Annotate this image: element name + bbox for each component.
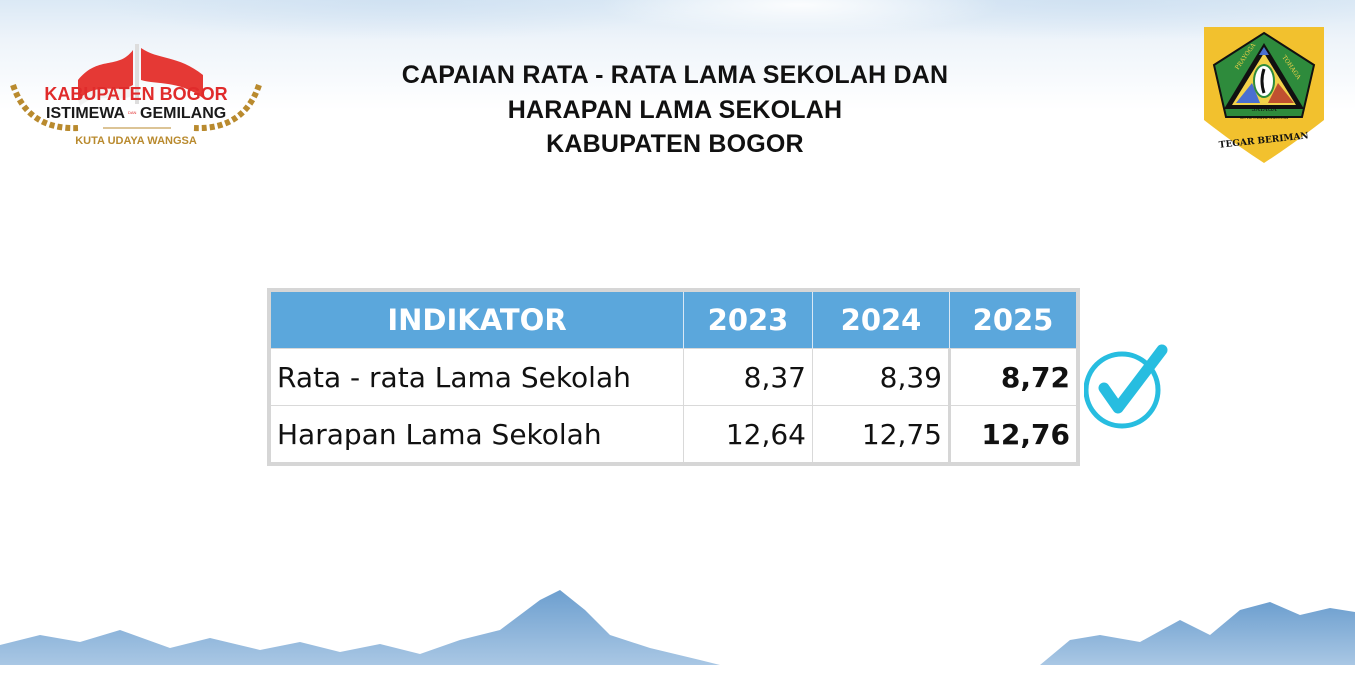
value-2025: 8,72 <box>948 348 1079 406</box>
value-2023: 12,64 <box>683 405 813 464</box>
svg-text:KUTA UDAYA WANGSA: KUTA UDAYA WANGSA <box>1240 115 1288 120</box>
svg-text:SAYAGA: SAYAGA <box>1251 106 1277 113</box>
mountain-background <box>0 590 1355 665</box>
header-2023: 2023 <box>683 290 813 349</box>
indicator-name: Rata - rata Lama Sekolah <box>269 348 684 406</box>
title-line-3: KABUPATEN BOGOR <box>546 130 804 158</box>
title-line-2: HARAPAN LAMA SEKOLAH <box>507 95 843 124</box>
value-2024: 12,75 <box>812 405 950 464</box>
value-2025: 12,76 <box>948 405 1079 464</box>
svg-text:GEMILANG: GEMILANG <box>140 105 226 122</box>
sky-background <box>0 0 1355 60</box>
svg-text:ISTIMEWA: ISTIMEWA <box>46 105 126 122</box>
value-2024: 8,39 <box>812 348 950 406</box>
value-2023: 8,37 <box>683 348 813 406</box>
check-circle-icon <box>1084 344 1168 429</box>
indicator-table: INDIKATOR 2023 2024 2025 Rata - rata Lam… <box>267 288 1080 466</box>
svg-text:KUTA UDAYA WANGSA: KUTA UDAYA WANGSA <box>75 135 197 147</box>
indicator-name: Harapan Lama Sekolah <box>269 405 684 464</box>
page-title: CAPAIAN RATA - RATA LAMA SEKOLAH DAN HAR… <box>300 58 1050 162</box>
svg-text:DAN: DAN <box>128 110 137 115</box>
table-row: Rata - rata Lama Sekolah 8,37 8,39 8,72 <box>269 348 1079 406</box>
bottom-band <box>0 665 1355 694</box>
kabupaten-bogor-logo: KABUPATEN BOGOR ISTIMEWA DAN GEMILANG KU… <box>10 44 262 147</box>
bogor-regency-emblem: PRAYOGA TOHAGA SAYAGA KUTA UDAYA WANGSA … <box>1204 27 1324 163</box>
header-2024: 2024 <box>812 290 950 349</box>
table-row: Harapan Lama Sekolah 12,64 12,75 12,76 <box>269 405 1079 464</box>
header-indikator: INDIKATOR <box>269 290 684 349</box>
logo-line1: KABUPATEN BOGOR <box>44 84 227 104</box>
title-line-1: CAPAIAN RATA - RATA LAMA SEKOLAH DAN <box>401 61 949 89</box>
header-2025: 2025 <box>949 290 1079 349</box>
table-header-row: INDIKATOR 2023 2024 2025 <box>269 290 1079 349</box>
